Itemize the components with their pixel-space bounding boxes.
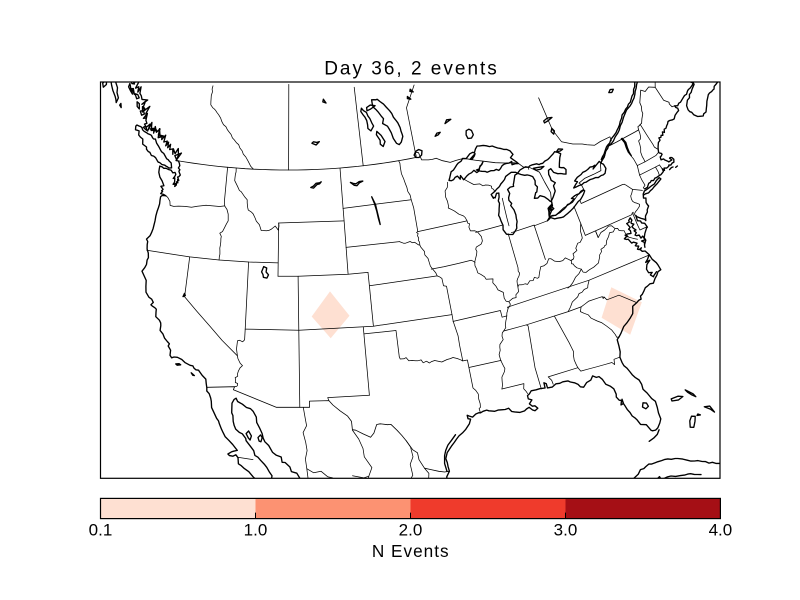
svg-text:N Events: N Events (372, 541, 450, 561)
svg-text:4.0: 4.0 (709, 520, 733, 539)
svg-text:1.0: 1.0 (244, 520, 268, 539)
svg-text:2.0: 2.0 (399, 520, 423, 539)
svg-text:3.0: 3.0 (554, 520, 578, 539)
svg-text:Day 36, 2 events: Day 36, 2 events (324, 59, 499, 80)
svg-text:0.1: 0.1 (89, 520, 113, 539)
